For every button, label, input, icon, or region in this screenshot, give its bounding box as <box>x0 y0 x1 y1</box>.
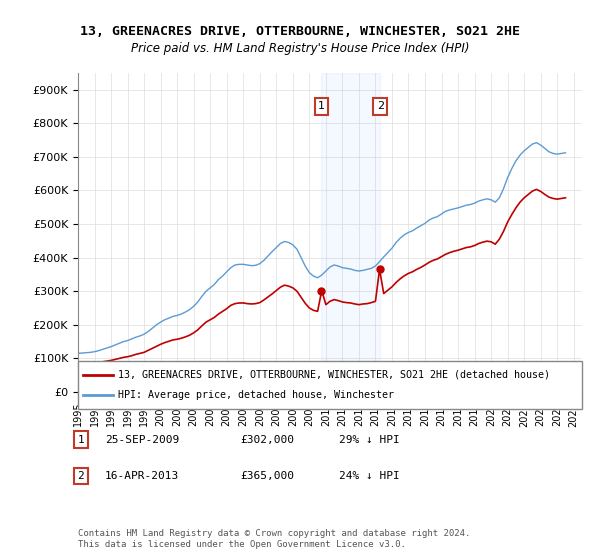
FancyBboxPatch shape <box>78 361 582 409</box>
Text: Price paid vs. HM Land Registry's House Price Index (HPI): Price paid vs. HM Land Registry's House … <box>131 42 469 55</box>
Text: £365,000: £365,000 <box>240 471 294 481</box>
Text: 25-SEP-2009: 25-SEP-2009 <box>105 435 179 445</box>
Text: 16-APR-2013: 16-APR-2013 <box>105 471 179 481</box>
Text: 2: 2 <box>377 101 384 111</box>
Text: Contains HM Land Registry data © Crown copyright and database right 2024.
This d: Contains HM Land Registry data © Crown c… <box>78 529 470 549</box>
Text: 29% ↓ HPI: 29% ↓ HPI <box>339 435 400 445</box>
Text: 24% ↓ HPI: 24% ↓ HPI <box>339 471 400 481</box>
Text: 1: 1 <box>77 435 85 445</box>
Text: 13, GREENACRES DRIVE, OTTERBOURNE, WINCHESTER, SO21 2HE: 13, GREENACRES DRIVE, OTTERBOURNE, WINCH… <box>80 25 520 38</box>
Text: 1: 1 <box>318 101 325 111</box>
Text: 2: 2 <box>77 471 85 481</box>
Bar <box>322 73 380 392</box>
Text: HPI: Average price, detached house, Winchester: HPI: Average price, detached house, Winc… <box>118 390 394 400</box>
Text: 13, GREENACRES DRIVE, OTTERBOURNE, WINCHESTER, SO21 2HE (detached house): 13, GREENACRES DRIVE, OTTERBOURNE, WINCH… <box>118 370 550 380</box>
Text: £302,000: £302,000 <box>240 435 294 445</box>
